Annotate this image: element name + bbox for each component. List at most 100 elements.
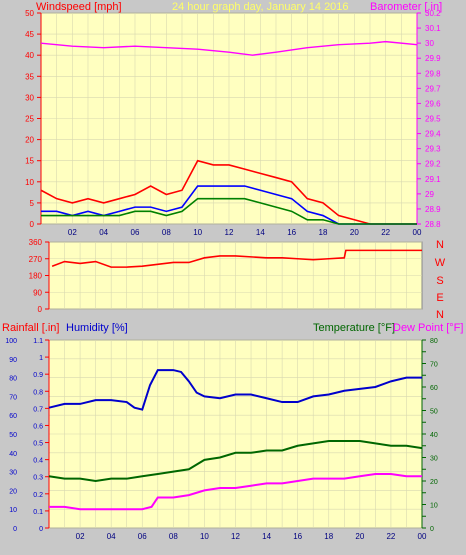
- humidity-tick-label: 70: [9, 394, 17, 401]
- rain-tick-label: 0.4: [33, 458, 43, 465]
- wind-tick-label: 30: [25, 93, 34, 102]
- x-tick-label: 10: [200, 532, 209, 541]
- humidity-tick-label: 40: [9, 451, 17, 458]
- rain-tick-label: 0: [39, 526, 43, 533]
- temp-tick-label: 0: [430, 526, 434, 533]
- humidity-tick-label: 90: [9, 357, 17, 364]
- x-tick-label: 16: [293, 532, 302, 541]
- x-tick-label: 02: [76, 532, 85, 541]
- x-tick-label: 06: [131, 228, 140, 237]
- x-tick-label: 18: [319, 228, 328, 237]
- rain-tick-label: 0.1: [33, 509, 43, 516]
- x-tick-label: 20: [355, 532, 364, 541]
- baro-tick-label: 29.4: [425, 130, 441, 139]
- dewpoint-axis-label: Dew Point [°F]: [393, 322, 463, 334]
- direction-tick-label: 270: [29, 255, 43, 264]
- humidity-tick-label: 30: [9, 470, 17, 477]
- wind-tick-label: 25: [25, 115, 34, 124]
- barometer-series-line: [40, 40, 418, 56]
- x-tick-label: 08: [162, 228, 171, 237]
- direction-tick-label: 90: [33, 288, 42, 297]
- rainfall-axis-label: Rainfall [.in]: [2, 322, 59, 334]
- windspeed-series-line: [40, 159, 417, 225]
- wind-tick-label: 35: [25, 72, 34, 81]
- humidity-tick-label: 10: [9, 507, 17, 514]
- wind-tick-label: 20: [25, 136, 34, 145]
- baro-tick-label: 29.8: [425, 69, 441, 78]
- baro-tick-label: 29.5: [425, 115, 441, 124]
- rain-tick-label: 0.7: [33, 406, 43, 413]
- baro-tick-label: 29: [425, 190, 434, 199]
- temp-tick-label: 80: [430, 338, 438, 345]
- baro-tick-label: 29.3: [425, 145, 441, 154]
- x-tick-label: 08: [169, 532, 178, 541]
- temperature-axis-label: Temperature [°F]: [313, 322, 395, 334]
- wind-tick-label: 15: [25, 157, 34, 166]
- wind-direction-series-line: [51, 249, 422, 268]
- temp-tick-label: 40: [430, 432, 438, 439]
- wind-tick-label: 50: [25, 9, 34, 18]
- baro-tick-label: 29.2: [425, 160, 441, 169]
- temp-tick-label: 70: [430, 362, 438, 369]
- humidity-tick-label: 100: [5, 338, 17, 345]
- baro-tick-label: 29.7: [425, 84, 441, 93]
- baro-tick-label: 30.1: [425, 24, 441, 33]
- humidity-axis-label: Humidity [%]: [66, 322, 128, 334]
- temp-tick-label: 20: [430, 479, 438, 486]
- x-tick-label: 10: [193, 228, 202, 237]
- x-tick-label: 14: [262, 532, 271, 541]
- humidity-tick-label: 80: [9, 376, 17, 383]
- direction-tick-label: 180: [29, 272, 43, 281]
- baro-tick-label: 29.9: [425, 54, 441, 63]
- rain-tick-label: 0.9: [33, 372, 43, 379]
- x-tick-label: 14: [256, 228, 265, 237]
- rain-tick-label: 0.2: [33, 492, 43, 499]
- direction-tick-label: 0: [38, 305, 43, 314]
- rain-tick-label: 0.5: [33, 441, 43, 448]
- x-tick-label: 00: [418, 532, 427, 541]
- temp-tick-label: 30: [430, 456, 438, 463]
- x-tick-label: 20: [350, 228, 359, 237]
- wind-tick-label: 10: [25, 178, 34, 187]
- baro-tick-label: 29.1: [425, 175, 441, 184]
- x-tick-label: 00: [413, 228, 422, 237]
- x-tick-label: 22: [386, 532, 395, 541]
- baro-tick-label: 29.6: [425, 99, 441, 108]
- dir-label-e: E: [436, 292, 443, 304]
- x-tick-label: 12: [231, 532, 240, 541]
- temperature-series-line: [48, 440, 423, 483]
- x-tick-label: 04: [99, 228, 108, 237]
- x-tick-label: 22: [381, 228, 390, 237]
- baro-tick-label: 30.2: [425, 9, 441, 18]
- barometer-axis-label: Barometer [.in]: [370, 1, 442, 13]
- baro-tick-label: 30: [425, 39, 434, 48]
- rain-tick-label: 0.6: [33, 423, 43, 430]
- rain-tick-label: 1: [39, 355, 43, 362]
- humidity-tick-label: 50: [9, 432, 17, 439]
- temp-tick-label: 50: [430, 409, 438, 416]
- baro-tick-label: 28.8: [425, 220, 441, 229]
- x-tick-label: 16: [287, 228, 296, 237]
- wind-tick-label: 0: [30, 220, 35, 229]
- wind-tick-label: 45: [25, 30, 34, 39]
- dir-label-n-top: N: [436, 239, 444, 251]
- direction-tick-label: 360: [29, 238, 43, 247]
- temp-tick-label: 60: [430, 385, 438, 392]
- humidity-tick-label: 60: [9, 413, 17, 420]
- wind-tick-label: 40: [25, 51, 34, 60]
- x-tick-label: 06: [138, 532, 147, 541]
- x-tick-label: 02: [68, 228, 77, 237]
- x-tick-label: 04: [107, 532, 116, 541]
- rain-tick-label: 0.8: [33, 389, 43, 396]
- x-tick-label: 12: [225, 228, 234, 237]
- dir-label-w: W: [435, 257, 446, 269]
- rain-tick-label: 0.3: [33, 475, 43, 482]
- graph-title: 24 hour graph day, January 14 2016: [172, 1, 349, 13]
- windspeed-axis-label: Windspeed [mph]: [36, 1, 122, 13]
- rain-tick-label: 1.1: [33, 338, 43, 345]
- dew-point-series-line: [49, 472, 422, 511]
- wind-tick-label: 5: [30, 199, 35, 208]
- dir-label-s: S: [436, 275, 443, 287]
- temp-tick-label: 10: [430, 503, 438, 510]
